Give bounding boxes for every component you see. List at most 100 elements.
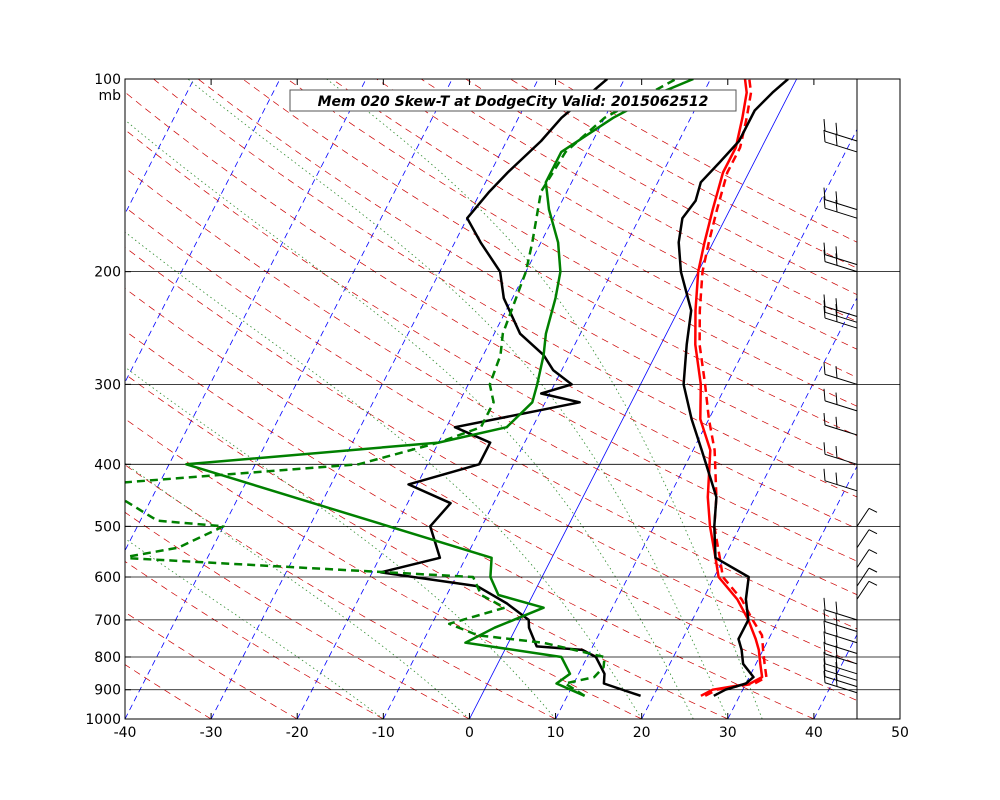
plot-background bbox=[125, 79, 900, 719]
dry-adiabat-line bbox=[197, 79, 857, 467]
wind-barb-flag bbox=[823, 620, 826, 633]
x-tick-label: -30 bbox=[200, 725, 223, 741]
wind-barb bbox=[823, 620, 858, 644]
wind-barb-flag bbox=[823, 362, 826, 375]
wind-barb-flag bbox=[835, 392, 838, 405]
wind-barb-staff bbox=[824, 653, 858, 665]
zero-isotherm-line bbox=[469, 79, 798, 719]
wind-barb-flag bbox=[835, 191, 838, 204]
dry-adiabat-line bbox=[125, 611, 298, 719]
wind-barb-staff bbox=[856, 549, 870, 568]
wind-barb-flag bbox=[868, 549, 878, 555]
x-tick-label: 0 bbox=[465, 725, 474, 741]
wind-barb bbox=[823, 242, 858, 266]
wind-barb-flag bbox=[868, 529, 878, 535]
moist-adiabat-line bbox=[187, 79, 729, 719]
wind-barb bbox=[823, 609, 858, 633]
wind-barb-flag bbox=[835, 199, 838, 212]
dry-adiabat-line bbox=[125, 246, 857, 665]
sounding-profiles bbox=[125, 79, 789, 697]
wind-barb-staff bbox=[824, 130, 858, 142]
plot-frame bbox=[124, 78, 901, 720]
wind-barb-flag bbox=[868, 507, 878, 513]
wind-barb bbox=[823, 196, 858, 219]
wind-barb bbox=[856, 549, 878, 568]
wind-barb-flag bbox=[835, 253, 838, 266]
wind-barb-staff bbox=[824, 207, 858, 219]
wind-barb-flag bbox=[835, 446, 838, 459]
wind-barb-flag bbox=[835, 624, 838, 637]
wind-barb-flag bbox=[823, 129, 826, 142]
wind-barb-flag bbox=[823, 651, 826, 664]
dewpoint-profile-line bbox=[379, 79, 641, 697]
wind-barb-flag bbox=[823, 196, 826, 209]
y-tick-label: 100 bbox=[94, 72, 121, 88]
background-lines bbox=[125, 79, 857, 719]
dry-adiabat-line bbox=[125, 464, 556, 719]
wind-barb bbox=[823, 468, 858, 492]
wind-barb-flag bbox=[823, 412, 826, 426]
wind-barb-flag bbox=[835, 122, 838, 135]
wind-barb-flag bbox=[823, 609, 826, 622]
wind-barbs bbox=[823, 118, 878, 694]
wind-barb bbox=[823, 641, 858, 665]
wind-barb-flag bbox=[823, 294, 826, 307]
dry-adiabat-line bbox=[125, 664, 212, 719]
y-tick-label: 400 bbox=[94, 457, 121, 473]
y-tick-label: 600 bbox=[94, 570, 121, 586]
wind-barb-flag bbox=[823, 670, 826, 683]
wind-barb bbox=[823, 631, 858, 654]
wind-barb-staff bbox=[856, 567, 870, 587]
wind-barb-staff bbox=[824, 306, 858, 317]
wind-barb-staff bbox=[824, 453, 858, 465]
wind-barb-staff bbox=[824, 317, 858, 329]
wind-barb bbox=[823, 597, 858, 621]
wind-barb-staff bbox=[824, 609, 858, 621]
wind-barb-staff bbox=[824, 682, 858, 694]
wind-barb-flag bbox=[823, 249, 826, 262]
y-tick-label: 200 bbox=[94, 265, 121, 281]
x-tick-label: 20 bbox=[633, 725, 651, 741]
y-tick-label: 500 bbox=[94, 519, 121, 535]
temperature-profile-line bbox=[698, 79, 768, 697]
wind-barb-staff bbox=[824, 141, 858, 153]
wind-barb-staff bbox=[824, 261, 858, 273]
dry-adiabat-line bbox=[125, 91, 857, 530]
wind-barb-staff bbox=[856, 508, 870, 527]
wind-barb-flag bbox=[835, 298, 838, 311]
wind-barb-flag bbox=[835, 662, 838, 675]
wind-barb-staff bbox=[856, 529, 870, 549]
wind-barb-flag bbox=[835, 635, 838, 648]
wind-barb-flag bbox=[823, 664, 826, 677]
dry-adiabat-line bbox=[153, 79, 857, 498]
wind-barb-flag bbox=[823, 468, 826, 481]
dry-adiabat-line bbox=[376, 79, 857, 350]
y-tick-label: 900 bbox=[94, 683, 121, 699]
wind-barb-flag bbox=[823, 597, 826, 610]
dry-adiabat-line bbox=[125, 206, 857, 630]
wind-barb-flag bbox=[868, 580, 878, 586]
wind-barb-staff bbox=[824, 254, 858, 266]
wind-barb bbox=[823, 412, 858, 436]
wind-barb-staff bbox=[824, 199, 858, 211]
wind-barb-flag bbox=[823, 442, 826, 455]
wind-barb bbox=[823, 388, 858, 412]
wind-barb bbox=[823, 187, 858, 211]
wind-barb bbox=[823, 129, 858, 153]
dry-adiabat-line bbox=[125, 418, 642, 719]
x-tick-label: 10 bbox=[547, 725, 565, 741]
chart-title: Mem 020 Skew-T at DodgeCity Valid: 20150… bbox=[318, 94, 709, 110]
wind-barb bbox=[856, 507, 878, 527]
dry-adiabat-line bbox=[125, 129, 857, 562]
wind-barb bbox=[823, 442, 858, 465]
moist-adiabat-line bbox=[125, 119, 694, 719]
wind-barb bbox=[856, 529, 878, 549]
wind-barb-staff bbox=[856, 580, 870, 600]
dry-adiabat-line bbox=[125, 287, 857, 701]
wind-barb bbox=[823, 658, 858, 681]
y-tick-label: 700 bbox=[94, 613, 121, 629]
wind-barb bbox=[823, 118, 858, 142]
axis-ticks: -40 -30 -20 -10 0 10 20 30 40 50 100 200 300 400 500 60… bbox=[85, 72, 909, 741]
title-box bbox=[289, 89, 737, 112]
